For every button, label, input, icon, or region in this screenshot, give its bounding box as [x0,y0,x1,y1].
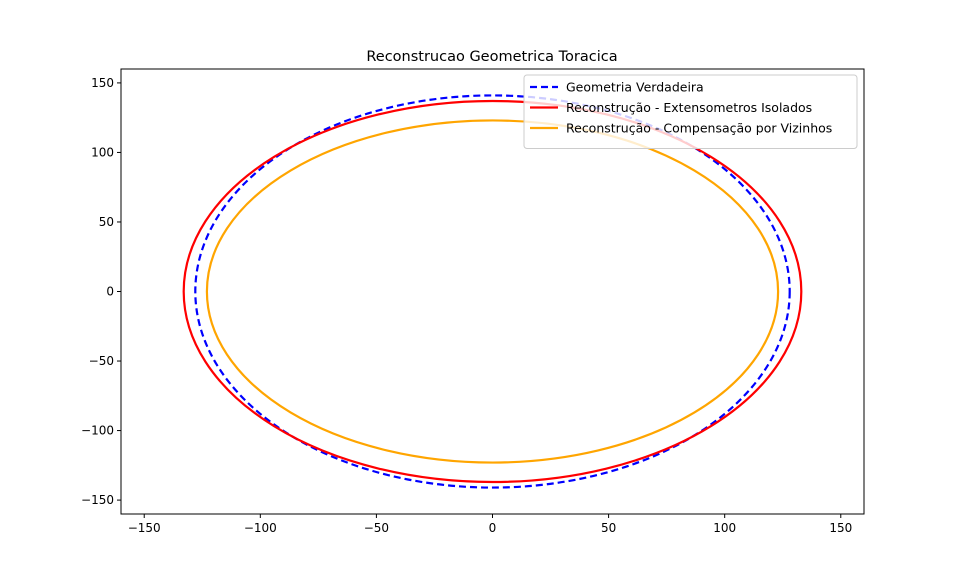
legend: Geometria Verdadeira Reconstrução - Exten… [523,74,858,149]
x-axis: −150 −100 −50 0 50 100 150 [128,514,852,535]
series-line-1 [194,94,791,489]
legend-label: Reconstrução - Extensometros Isolados [566,100,812,115]
legend-label: Geometria Verdadeira [566,80,704,95]
x-tick-label: −50 [364,521,389,535]
x-tick-label: 100 [713,521,736,535]
y-tick-label: 100 [91,145,114,159]
y-tick-label: −50 [89,354,114,368]
chart-title: Reconstrucao Geometrica Toracica [366,49,617,65]
y-axis: −150 −100 −50 0 50 100 150 [81,76,121,507]
x-tick-label: 150 [829,521,852,535]
legend-label: Reconstrução - Compensação por Vizinhos [566,121,832,136]
x-tick-label: 0 [489,521,497,535]
y-tick-label: 150 [91,76,114,90]
x-tick-label: −100 [244,521,277,535]
y-tick-label: 50 [99,215,114,229]
y-tick-label: 0 [106,285,114,299]
legend-box [523,74,858,149]
series-line-3 [205,119,780,464]
x-tick-label: −150 [128,521,161,535]
series-layer [182,94,803,489]
y-tick-label: −100 [81,424,114,438]
x-tick-label: 50 [601,521,616,535]
y-tick-label: −150 [81,493,114,507]
series-line-2 [182,99,803,484]
